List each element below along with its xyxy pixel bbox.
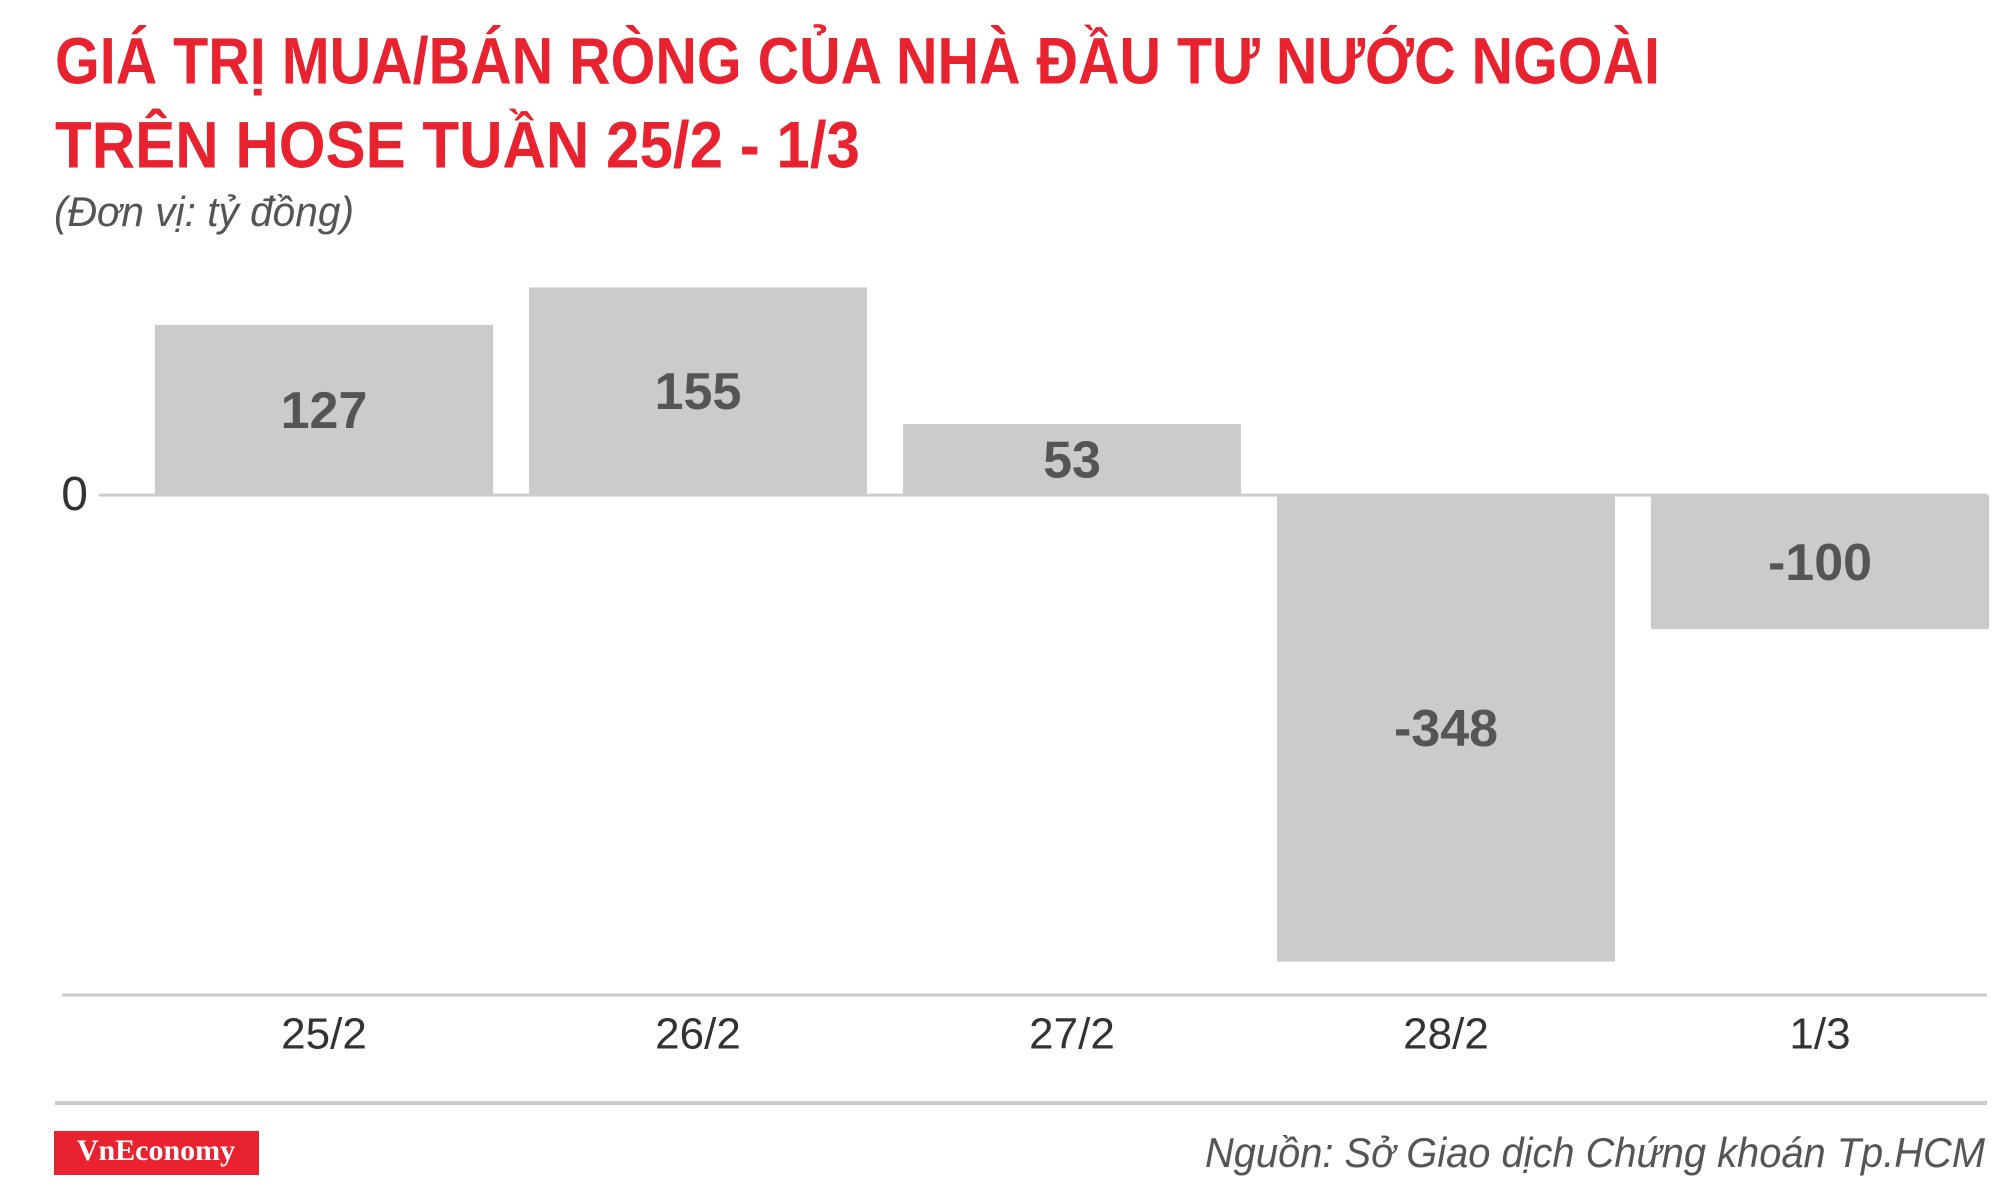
x-tick-label: 1/3 xyxy=(1789,1010,1850,1059)
bar xyxy=(903,424,1241,496)
chart-title: GIÁ TRỊ MUA/BÁN RÒNG CỦA NHÀ ĐẦU TƯ NƯỚC… xyxy=(55,23,1660,97)
bar xyxy=(155,324,493,496)
source: Nguồn: Sở Giao dịch Chứng khoán Tp.HCM xyxy=(1205,1129,1985,1176)
y-tick-label: 0 xyxy=(61,468,88,521)
value-label: 53 xyxy=(1043,431,1101,489)
chart-subtitle: (Đơn vị: tỷ đồng) xyxy=(54,188,354,235)
chart-title: TRÊN HOSE TUẦN 25/2 - 1/3 xyxy=(55,107,860,181)
brand-box xyxy=(54,1131,259,1175)
value-label: 127 xyxy=(281,382,368,440)
value-label: -348 xyxy=(1394,700,1498,758)
x-tick-label: 26/2 xyxy=(655,1010,741,1059)
x-tick-label: 27/2 xyxy=(1029,1010,1115,1059)
x-tick-label: 25/2 xyxy=(281,1010,367,1059)
x-tick-label: 28/2 xyxy=(1403,1010,1489,1059)
bar xyxy=(529,287,867,496)
value-label: -100 xyxy=(1768,534,1872,592)
value-label: 155 xyxy=(655,363,742,421)
bar xyxy=(1651,495,1989,630)
brand: VnEconomy xyxy=(77,1134,235,1167)
bar xyxy=(1277,495,1615,962)
